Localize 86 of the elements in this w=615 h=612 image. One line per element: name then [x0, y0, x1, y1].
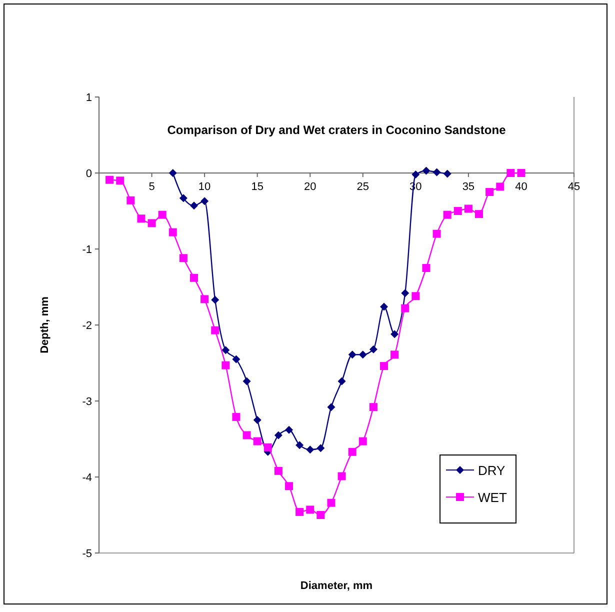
point	[496, 182, 504, 191]
y-tick-label: -5	[82, 548, 92, 560]
point	[327, 498, 336, 507]
legend-label: DRY	[478, 463, 506, 478]
point	[306, 446, 314, 454]
point	[168, 169, 177, 177]
point	[432, 168, 441, 176]
point	[285, 426, 293, 434]
point	[454, 207, 462, 215]
text: Comparison of Dry and Wet craters in Coconino Sandstone	[167, 123, 506, 137]
point	[358, 350, 367, 359]
point	[253, 437, 262, 446]
point	[274, 431, 282, 440]
point	[211, 296, 220, 304]
x-tick-label: 40	[515, 181, 528, 193]
point	[190, 202, 198, 210]
point	[380, 362, 388, 370]
point	[137, 214, 146, 223]
point	[390, 330, 399, 338]
y-axis-title: Depth, mm	[39, 296, 51, 354]
point	[443, 170, 452, 178]
point	[211, 326, 220, 334]
point	[358, 437, 367, 446]
point	[348, 448, 356, 456]
point	[327, 403, 336, 412]
point	[158, 210, 166, 219]
y-tick-label: -2	[82, 320, 92, 332]
point	[369, 345, 378, 354]
point	[422, 264, 430, 272]
point	[486, 188, 494, 196]
point	[116, 176, 124, 185]
point	[296, 441, 304, 450]
point	[285, 482, 293, 490]
point	[106, 176, 114, 184]
y-tick-label: -4	[82, 472, 92, 484]
point	[264, 443, 272, 452]
y-tick-label: 1	[86, 92, 92, 104]
point	[179, 254, 188, 262]
x-tick-label: 20	[304, 181, 316, 193]
point	[390, 350, 399, 359]
point	[126, 196, 135, 204]
point	[200, 197, 209, 206]
point	[200, 295, 209, 304]
point	[274, 466, 282, 475]
x-tick-label: 15	[251, 181, 264, 193]
point	[369, 403, 378, 412]
point	[338, 377, 346, 386]
point	[222, 361, 230, 370]
x-tick-label: 45	[568, 181, 580, 193]
point	[316, 511, 325, 519]
point	[506, 169, 515, 177]
point	[517, 169, 526, 177]
point	[222, 346, 230, 354]
point	[380, 302, 388, 311]
y-tick-label: -3	[82, 396, 92, 408]
point	[412, 170, 420, 179]
legend-label: WET	[478, 490, 507, 505]
point	[443, 210, 452, 219]
x-tick-label: 25	[356, 181, 370, 193]
point	[242, 431, 251, 440]
point	[148, 219, 156, 228]
point	[464, 204, 472, 213]
x-tick-label: 10	[198, 181, 211, 193]
point	[316, 444, 325, 452]
point	[348, 350, 356, 359]
point	[253, 416, 262, 424]
point	[168, 228, 177, 236]
point	[179, 194, 188, 202]
x-axis-title: Diameter, mm	[300, 580, 373, 592]
x-tick-label: 5	[148, 181, 155, 193]
point	[422, 166, 430, 175]
point	[401, 304, 410, 312]
point	[190, 274, 198, 282]
point	[432, 230, 441, 238]
y-tick-label: 0	[86, 168, 92, 180]
point	[306, 506, 314, 514]
point	[338, 472, 346, 480]
point	[232, 355, 240, 364]
y-tick-label: -1	[82, 244, 92, 256]
point	[296, 508, 304, 516]
point	[412, 292, 420, 300]
x-tick-label: 35	[462, 181, 475, 193]
point	[475, 210, 483, 218]
point	[242, 377, 251, 386]
point	[401, 289, 410, 298]
point	[232, 412, 240, 421]
